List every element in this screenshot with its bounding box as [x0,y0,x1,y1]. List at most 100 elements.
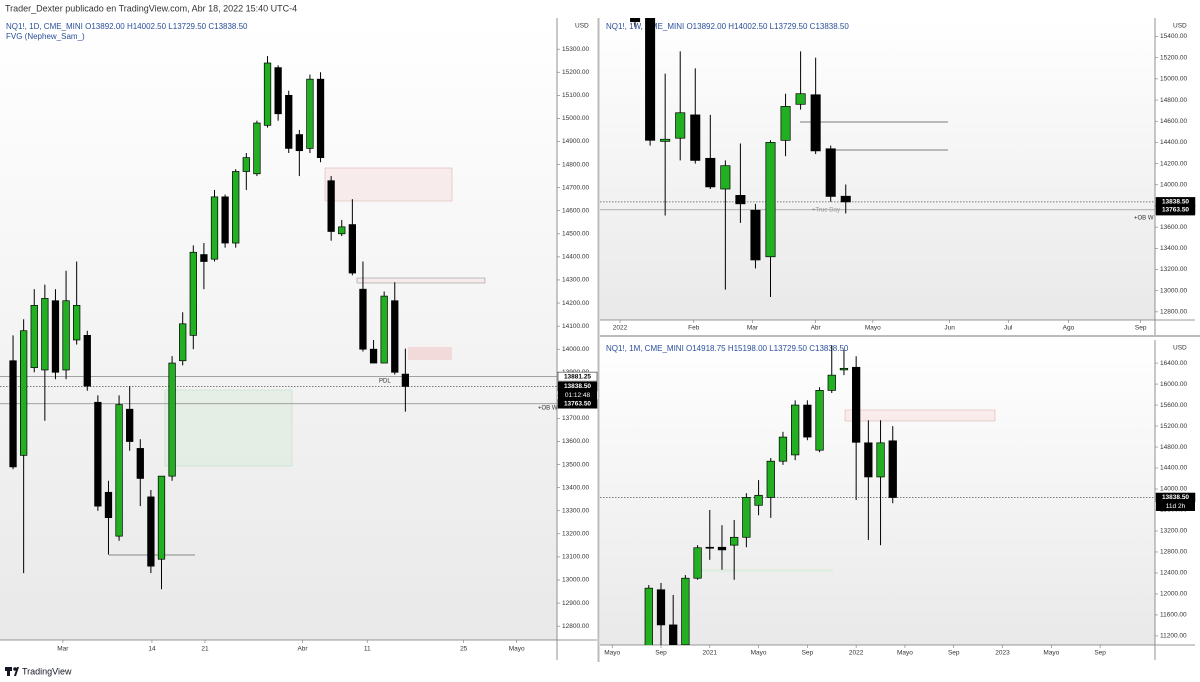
price-tag [557,399,598,409]
candle-body [864,442,873,478]
price-tag-timer: 01:12:48 [565,392,591,399]
x-tick-label: Mayo [865,325,881,332]
x-tick-label: Mayo [897,650,913,657]
candle-body [327,180,335,232]
candle-body [232,171,240,244]
candle-body [221,196,229,244]
candle-body [104,491,113,519]
x-tick-label: Mar [57,646,69,653]
price-tag-timer: 11d 2h [1166,503,1186,510]
candle-body [94,401,102,507]
y-tick-label: 14800.00 [1160,444,1187,451]
candle-body [852,366,861,443]
y-tick-label: 14600.00 [1160,118,1187,125]
axis-unit: USD [1173,23,1187,30]
y-tick-label: 11600.00 [1160,612,1187,619]
candle-body [20,330,28,456]
price-tag-label: 13838.50 [564,383,591,390]
candle-body [51,300,60,373]
candle-body [742,497,751,538]
candle-body [810,94,821,152]
x-tick-label: 14 [148,646,156,653]
y-tick-label: 14400.00 [1160,139,1187,146]
y-tick-label: 15200.00 [1160,423,1187,430]
y-tick-label: 13400.00 [1160,245,1187,252]
y-tick-label: 16000.00 [1160,381,1187,388]
candle-body [189,251,197,336]
candle-body [840,195,851,203]
x-tick-label: 21 [201,646,209,653]
candle-body [803,404,812,438]
candle-body [168,362,176,477]
candle-body [705,546,714,549]
candle-body [401,373,410,387]
y-tick-label: 13200.00 [1160,528,1187,535]
y-tick-label: 15300.00 [562,46,589,53]
panel-bg [600,18,1155,320]
candle-body [656,589,666,626]
x-tick-label: Jun [944,325,955,332]
candle-body [839,367,849,371]
y-tick-label: 14800.00 [1160,97,1187,104]
chart-legend: NQ1!, 1W, CME_MINI O13892.00 H14002.50 L… [606,22,849,31]
plot [0,56,557,590]
candle-body [827,374,836,391]
candle-body [730,536,739,546]
y-tick-label: 14400.00 [562,254,589,261]
x-tick-label: Abr [811,325,822,332]
y-tick-label: 13000.00 [562,577,589,584]
y-tick-label: 13600.00 [562,438,589,445]
candle-body [210,196,219,260]
chart-legend: NQ1!, 1D, CME_MINI O13892.00 H14002.50 L… [6,22,248,31]
y-tick-label: 12800.00 [562,623,589,630]
y-tick-label: 13600.00 [1160,224,1187,231]
y-tick-label: 13200.00 [562,531,589,538]
candle-body [815,390,824,451]
candle-body [369,348,378,364]
y-tick-label: 12800.00 [1160,309,1187,316]
x-tick-label: Mayo [509,646,525,653]
candle-body [660,138,671,142]
candle-body [780,106,791,141]
fvg-box [164,389,293,467]
axis-unit: USD [1173,345,1187,352]
candle-body [30,304,38,369]
panel-bg [600,340,1155,645]
candle-body [359,288,367,350]
candle-body [83,334,91,387]
y-tick-label: 14700.00 [562,184,589,191]
candle-body [73,304,81,341]
candle-body [876,442,885,478]
y-tick-label: 13000.00 [1160,287,1187,294]
x-tick-label: 2022 [613,325,628,332]
y-tick-label: 14000.00 [562,346,589,353]
x-tick-label: Ago [1063,325,1075,332]
candle-body [338,226,346,235]
price-tag [557,371,598,382]
x-tick-label: 2022 [849,650,864,657]
x-tick-label: 2023 [995,650,1010,657]
y-tick-label: 14000.00 [1160,486,1187,493]
fvg-box [408,347,452,360]
y-tick-label: 14200.00 [562,300,589,307]
footer-logo [5,667,19,676]
candle-body [645,18,656,141]
candle-body [380,295,388,364]
candle-body [754,494,763,506]
candle-body [157,475,166,560]
axis-unit: USD [575,23,589,30]
candle-body [147,496,155,567]
x-tick-label: Sep [802,650,814,657]
fvg-box [356,277,486,284]
candle-body [795,93,806,105]
candle-body [242,157,250,172]
price-tag [1155,205,1196,215]
y-tick-label: 13100.00 [562,554,589,561]
candle-body [705,157,716,188]
x-tick-label: 25 [460,646,468,653]
y-tick-label: 12900.00 [562,600,589,607]
y-tick-label: 13500.00 [562,461,589,468]
annotation: +True Day [812,208,840,214]
x-tick-label: Sep [1094,650,1106,657]
